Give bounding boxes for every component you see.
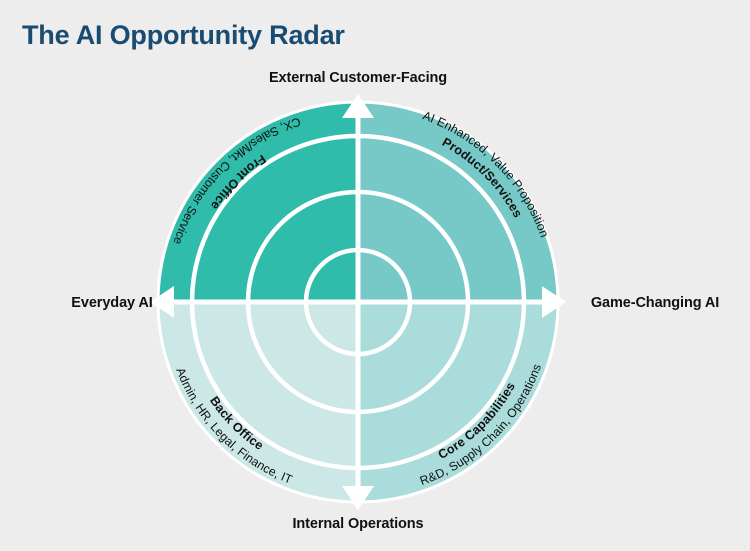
- arrow-right-icon: [542, 286, 566, 318]
- page-title: The AI Opportunity Radar: [22, 20, 345, 50]
- quadrant-fills: [158, 102, 558, 502]
- quadrant-top-right-fill: [358, 102, 558, 302]
- arrow-up-icon: [342, 94, 374, 118]
- axis-label-right: Game-Changing AI: [590, 295, 720, 311]
- quadrant-bottom-left-fill: [158, 302, 358, 502]
- quadrant-top-left-fill: [158, 102, 358, 302]
- axis-arrowheads: [150, 94, 566, 510]
- arrow-down-icon: [342, 486, 374, 510]
- axis-label-top: External Customer-Facing: [268, 70, 448, 86]
- axis-lines: [156, 100, 560, 504]
- axis-label-left: Everyday AI: [71, 295, 153, 311]
- arrow-left-icon: [150, 286, 174, 318]
- quadrant-bottom-right-fill: [358, 302, 558, 502]
- axis-label-bottom: Internal Operations: [292, 516, 424, 532]
